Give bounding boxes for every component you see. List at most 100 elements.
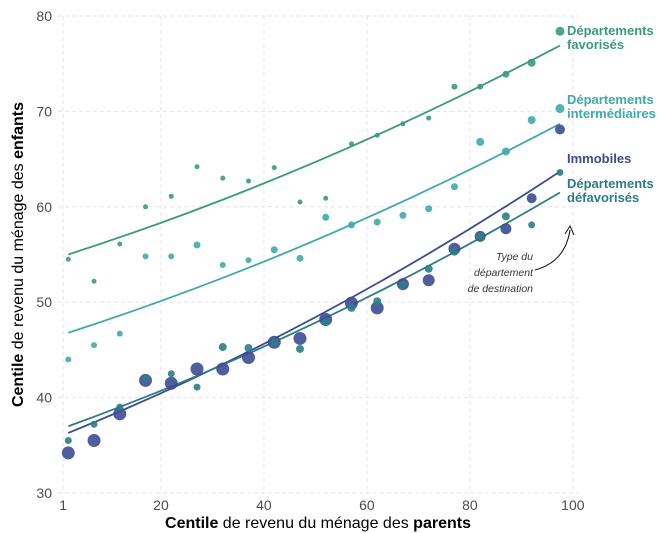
data-point [424, 264, 433, 273]
data-point [64, 437, 72, 445]
data-point [476, 232, 485, 241]
annotation-arrowhead [564, 224, 575, 236]
data-point [556, 168, 564, 176]
x-tick-label: 80 [462, 497, 478, 513]
fit-line-3 [67, 191, 561, 428]
data-point [220, 175, 226, 181]
data-point [193, 241, 201, 249]
y-tick-label: 60 [36, 199, 52, 215]
axes: 30 40 50 60 70 80 1 20 40 60 80 100 Centile de reven… [10, 8, 585, 532]
data-point [528, 221, 536, 229]
x-tick-label: 100 [561, 497, 585, 513]
data-point [219, 261, 226, 268]
data-point [116, 403, 124, 411]
data-point [218, 343, 227, 352]
y-axis-title: Centile de revenu du ménage des enfants [10, 102, 27, 407]
y-tick-label: 40 [36, 390, 52, 406]
series-1 [65, 104, 565, 363]
data-point [476, 137, 485, 146]
annotation: Type du département de destination [468, 224, 575, 295]
data-points [61, 26, 565, 460]
data-point [450, 183, 458, 191]
fit-line-2 [67, 170, 561, 434]
x-tick-label: 40 [256, 497, 272, 513]
data-point [400, 121, 406, 127]
series-0 [65, 26, 565, 284]
data-point [501, 212, 510, 221]
data-point [193, 383, 201, 391]
data-point [65, 256, 71, 262]
data-point [526, 193, 537, 204]
data-point [398, 281, 407, 290]
data-point [370, 301, 384, 315]
series-labels: Départements favorisés Départements intermé… [567, 23, 656, 205]
data-point [323, 195, 329, 201]
data-point [143, 204, 149, 210]
data-point [293, 331, 307, 345]
data-point [87, 434, 101, 448]
data-point [296, 254, 304, 262]
y-tick-label: 30 [36, 485, 52, 501]
data-point [216, 362, 230, 376]
annotation-arrow [534, 229, 571, 271]
data-point [347, 303, 356, 312]
data-point [321, 318, 330, 327]
series-3 [64, 168, 564, 445]
data-point [373, 297, 382, 306]
data-point [61, 446, 75, 460]
data-point [271, 165, 277, 171]
data-point [91, 278, 97, 284]
data-point [425, 205, 433, 213]
data-point [373, 218, 381, 226]
data-point [527, 58, 536, 67]
data-point [190, 362, 204, 376]
data-point [322, 213, 330, 221]
data-point [451, 83, 458, 90]
data-point [270, 246, 278, 254]
data-point [91, 342, 98, 349]
data-point [142, 253, 149, 260]
data-point [348, 141, 354, 147]
data-point [426, 115, 432, 121]
data-point [347, 221, 355, 229]
data-point [555, 26, 565, 36]
series-2 [61, 124, 565, 460]
fit-line-1 [68, 123, 561, 334]
data-point [270, 338, 279, 347]
data-point [244, 343, 253, 352]
data-point [164, 376, 178, 390]
fit-lines [67, 44, 561, 434]
data-point [167, 370, 175, 378]
data-point [117, 241, 123, 247]
x-axis-title: Centile de revenu du ménage des parents [165, 515, 471, 532]
data-point [116, 330, 123, 337]
data-point [65, 356, 72, 363]
series-label: Départements défavorisés [567, 176, 654, 205]
series-label: Immobiles [567, 151, 631, 166]
y-tick-label: 80 [36, 8, 52, 24]
data-point [90, 420, 98, 428]
data-point [297, 199, 303, 205]
x-tick-label: 60 [359, 497, 375, 513]
data-point [555, 104, 565, 114]
y-tick-label: 70 [36, 103, 52, 119]
data-point [295, 344, 304, 353]
x-tick-label: 20 [153, 497, 169, 513]
data-point [374, 132, 380, 138]
data-point [500, 223, 512, 235]
data-point [113, 407, 127, 421]
data-point [142, 375, 150, 383]
data-point [554, 124, 565, 135]
x-tick-label: 1 [59, 497, 67, 513]
data-point [168, 193, 174, 199]
data-point [527, 115, 536, 124]
data-point [241, 351, 255, 365]
data-point [245, 257, 252, 264]
fit-line-0 [68, 44, 561, 256]
data-point [168, 253, 175, 260]
data-point [194, 164, 200, 170]
series-label: Départements favorisés [567, 23, 654, 52]
data-point [501, 147, 510, 156]
data-point [502, 70, 510, 78]
